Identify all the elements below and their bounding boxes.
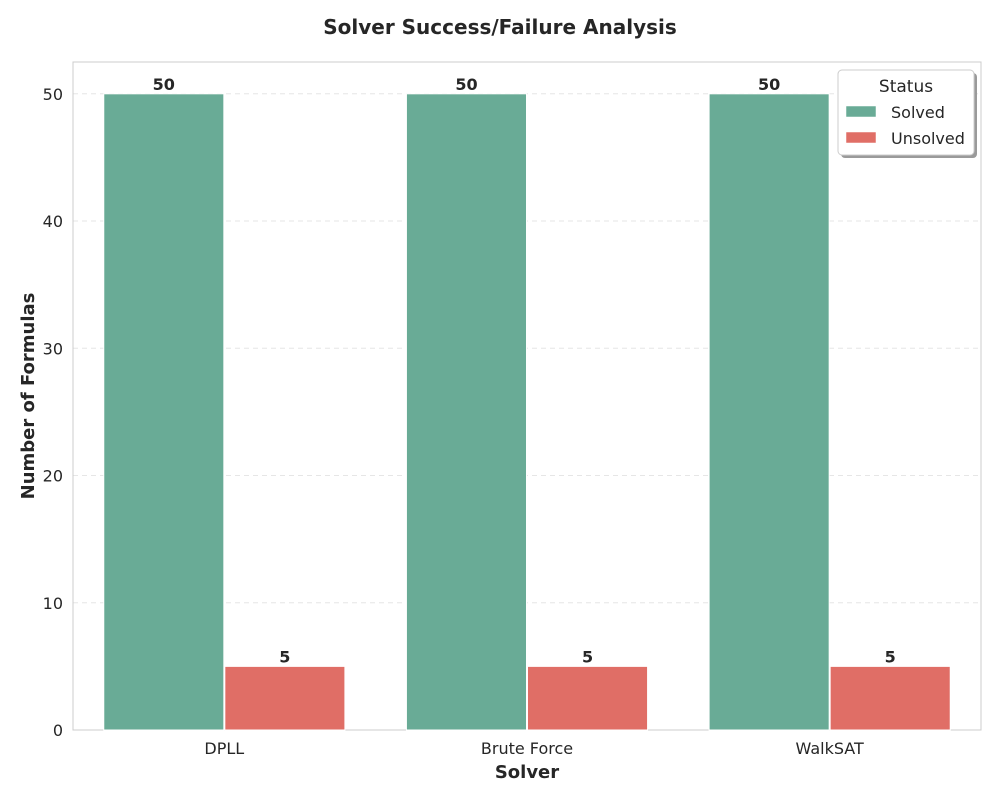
bars [103,93,951,731]
bar-unsolved-walksat [829,665,951,731]
legend-label-solved: Solved [891,103,945,122]
legend-items: Solved Unsolved [845,103,965,148]
grid-lines [73,93,981,604]
y-axis-label: Number of Formulas [18,293,39,500]
data-labels: 50 5 50 5 50 5 [153,75,896,667]
bar-unsolved-brute-force [527,665,649,731]
bar-solved-dpll [103,93,225,731]
y-tick-label: 0 [53,721,63,740]
bar-solved-walksat [708,93,830,731]
bar-unsolved-dpll [224,665,346,731]
y-tick-label: 50 [43,85,63,104]
x-axis-label: Solver [495,762,559,783]
y-tick-label: 20 [43,467,63,486]
bar-value-label: 50 [455,75,477,94]
chart-title: Solver Success/Failure Analysis [323,15,677,39]
x-axis-ticks: DPLL Brute Force WalkSAT [204,739,864,758]
x-tick-label: DPLL [204,739,244,758]
bar-value-label: 50 [758,75,780,94]
y-tick-label: 40 [43,212,63,231]
legend-label-unsolved: Unsolved [891,129,965,148]
bar-value-label: 5 [885,647,896,666]
x-tick-label: WalkSAT [796,739,864,758]
bar-value-label: 5 [582,647,593,666]
legend-title: Status [879,77,933,97]
y-tick-label: 30 [43,339,63,358]
legend-swatch-solved [845,105,877,118]
legend-swatch-unsolved [845,131,877,144]
bar-value-label: 5 [279,647,290,666]
bar-value-label: 50 [153,75,175,94]
y-axis-ticks: 0 10 20 30 40 50 [43,85,63,740]
legend: Status Solved Unsolved [837,69,977,158]
bar-solved-brute-force [405,93,527,731]
x-tick-label: Brute Force [481,739,573,758]
y-tick-label: 10 [43,594,63,613]
